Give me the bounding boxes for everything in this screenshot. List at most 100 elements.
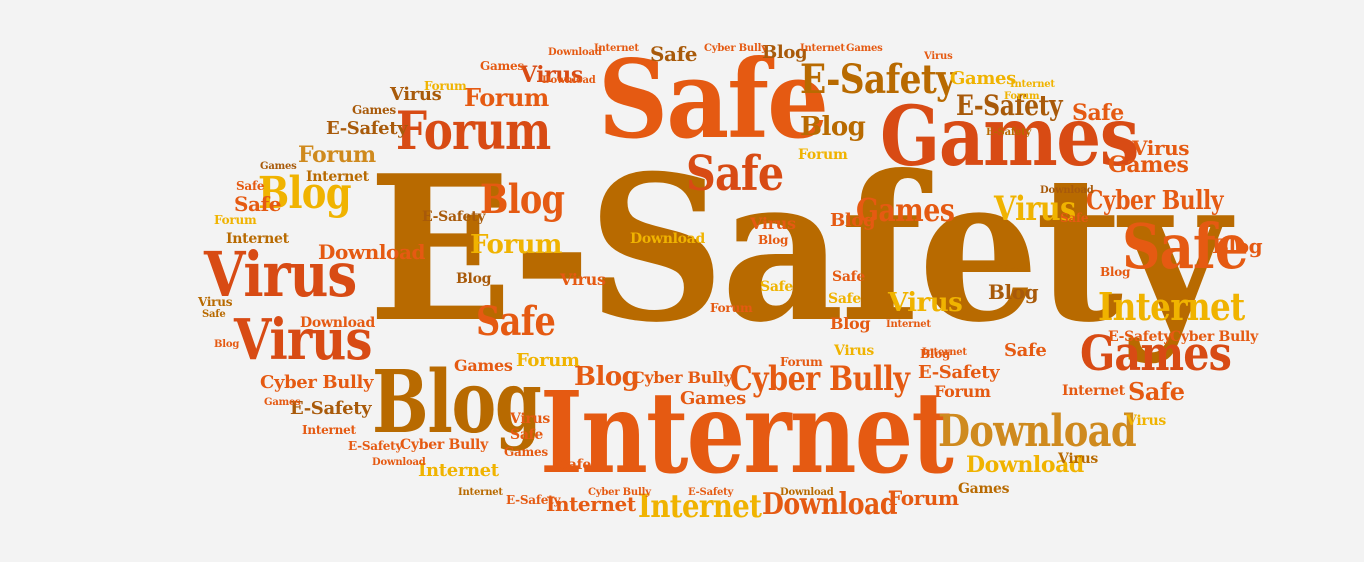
word-blog-mid-2: Blog	[830, 314, 871, 333]
word-forum-small-2: Forum	[424, 79, 467, 93]
word-virus-mid-2: Virus	[834, 343, 874, 359]
word-safe-small-lower-2: Safe	[558, 457, 591, 473]
word-safe-top: Safe	[650, 42, 698, 66]
word-games-small-9: Games	[264, 397, 301, 408]
word-virus-small-6: Virus	[750, 214, 796, 233]
word-blog-small-6: Blog	[758, 233, 789, 247]
word-games-right-2: Games	[1108, 152, 1189, 178]
word-forum-large: Forum	[396, 101, 551, 162]
word-safe-right: Safe	[1122, 210, 1249, 283]
word-games-right: Games	[1080, 326, 1232, 382]
word-forum-mid: Forum	[470, 230, 562, 260]
word-blog-left: Blog	[258, 168, 352, 219]
word-blog-small-lower: Blog	[456, 271, 492, 287]
word-forum-small-7: Forum	[780, 355, 823, 369]
word-esafety-small-2: E-Safety	[348, 439, 403, 453]
word-games-large: Games	[880, 89, 1139, 185]
word-forum-top: Forum	[464, 83, 549, 112]
word-cyberbully-small: Cyber Bully	[704, 43, 767, 54]
word-esafety-right: E-Safety	[956, 89, 1063, 122]
word-download-small-2: Download	[630, 231, 705, 247]
word-internet-lower: Internet	[546, 492, 636, 516]
word-games-small-10: Games	[352, 103, 396, 117]
word-esafety-left: E-Safety	[326, 118, 408, 139]
word-games-lower: Games	[680, 388, 746, 409]
word-virus-right: Virus	[994, 189, 1076, 229]
word-safe-right-mid: Safe	[1004, 340, 1047, 361]
word-download-small-8: Download	[780, 487, 834, 498]
word-blog-mid: Blog	[480, 176, 565, 223]
word-safe-large: Safe	[598, 37, 829, 163]
word-virus-mid: Virus	[888, 288, 963, 318]
word-esafety-right-2: E-Safety	[1108, 329, 1172, 345]
word-internet-large: Internet	[540, 368, 954, 499]
word-download-left-2: Download	[300, 315, 375, 331]
word-safe-small-lower: Safe	[510, 427, 543, 443]
word-download-small-9: Download	[372, 457, 426, 468]
word-cyberbully-right: Cyber Bully	[1086, 186, 1224, 216]
word-download-small: Download	[542, 75, 596, 86]
word-forum-lower-right: Forum	[934, 382, 991, 401]
word-safe-left: Safe	[234, 192, 282, 216]
word-games-mid: Games	[856, 191, 955, 229]
word-esafety-small-3: E-Safety	[506, 493, 561, 507]
word-download-small-3: Download	[548, 47, 602, 58]
word-internet-small-6: Internet	[886, 319, 931, 330]
word-esafety-left-2: E-Safety	[290, 398, 372, 419]
word-blog-small-7: Blog	[920, 347, 951, 361]
word-games-small-11: Games	[260, 161, 297, 172]
word-forum-left: Forum	[298, 142, 376, 168]
word-cyberbully-mid: Cyber Bully	[632, 368, 733, 387]
word-internet-small-8: Internet	[458, 487, 503, 498]
word-download-bottom: Download	[762, 487, 897, 522]
word-internet-small: Internet	[1010, 79, 1055, 90]
word-games-small-4: Games	[984, 261, 1021, 272]
word-internet-right: Internet	[1098, 284, 1245, 329]
word-esafety-medium: E-Safety	[800, 56, 956, 103]
word-virus-right-2: Virus	[1132, 136, 1190, 160]
word-safe-small-9: Safe	[202, 309, 226, 320]
word-internet-small-9: Internet	[302, 423, 356, 437]
word-safe-lower: Safe	[476, 298, 556, 345]
word-virus-lower-2: Virus	[1126, 413, 1166, 429]
word-forum-small: Forum	[798, 147, 848, 163]
word-esafety-small: E-Safety	[422, 209, 486, 225]
word-download-right: Download	[1040, 185, 1094, 196]
word-games-top: Games	[950, 68, 1016, 89]
word-forum-lower: Forum	[516, 350, 580, 371]
word-blog-large: Blog	[372, 352, 542, 453]
word-virus-top: Virus	[390, 84, 442, 105]
word-internet-bottom: Internet	[638, 487, 762, 525]
word-safe-mid-2: Safe	[828, 291, 861, 307]
word-safe-small-10: Safe	[236, 179, 265, 193]
word-forum-small-5: Forum	[710, 301, 753, 315]
word-internet-small-2: Internet	[594, 43, 639, 54]
word-internet-lower-left: Internet	[418, 460, 499, 481]
word-forum-bottom: Forum	[888, 486, 959, 510]
word-virus-large-1: Virus	[204, 238, 357, 311]
word-esafety-small-4: E-Safety	[986, 127, 1032, 138]
word-games-bottom: Games	[958, 481, 1010, 497]
word-blog-small-5: Blog	[1100, 265, 1131, 279]
word-forum-small-9: Forum	[214, 213, 257, 227]
word-blog-top-2: Blog	[800, 112, 866, 142]
word-games-small-left: Games	[480, 59, 524, 73]
word-blog-small-9: Blog	[214, 339, 240, 350]
word-safe-small-4: Safe	[1060, 211, 1089, 225]
word-virus-top-2: Virus	[520, 62, 583, 88]
word-download-lower: Download	[966, 452, 1084, 478]
word-cyberbully-right-2: Cyber Bully	[1170, 329, 1258, 345]
word-blog-center: Blog	[830, 210, 876, 231]
word-virus-lower: Virus	[1058, 451, 1098, 467]
word-download-left: Download	[318, 240, 426, 264]
word-download-large: Download	[938, 406, 1137, 457]
word-cyberbully-left-2: Cyber Bully	[400, 437, 488, 453]
word-internet-small-3: Internet	[800, 43, 845, 54]
word-esafety-lower: E-Safety	[918, 362, 1000, 383]
word-esafety-hero: E-Safety	[368, 132, 1230, 367]
word-internet-left: Internet	[306, 169, 369, 185]
word-virus-lower-left: Virus	[560, 270, 606, 289]
word-safe-right-2: Safe	[1128, 377, 1185, 406]
word-blog-top: Blog	[762, 42, 808, 63]
